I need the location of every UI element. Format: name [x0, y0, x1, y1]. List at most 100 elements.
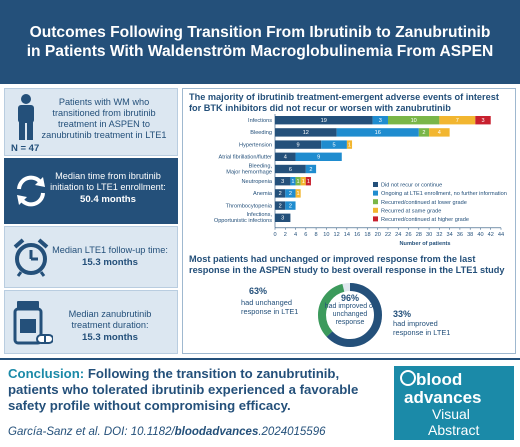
followup-value: 15.3 months: [82, 257, 138, 268]
bar-segment: [275, 189, 286, 198]
unchanged-text: had unchanged response in LTE1: [241, 298, 299, 316]
bar-data-label: 2: [309, 167, 312, 173]
logo-line4: Abstract: [428, 422, 480, 438]
bar-data-label: 4: [438, 130, 441, 136]
x-tick-label: 0: [273, 232, 276, 238]
bar-data-label: 9: [317, 155, 320, 161]
bar-segment: [290, 177, 296, 186]
category-label: Opportunistic infections: [214, 218, 272, 224]
x-tick-label: 6: [304, 232, 307, 238]
unchanged-callout: 63% had unchanged response in LTE1: [241, 286, 381, 336]
bar-segment: [275, 128, 337, 137]
bar-segment: [275, 140, 322, 149]
ae-section-title: The majority of ibrutinib treatment-emer…: [189, 92, 499, 113]
bar-data-label: 19: [321, 118, 327, 124]
followup-label: Median LTE1 follow-up time:: [52, 245, 168, 255]
bar-segment: [372, 116, 388, 125]
bar-data-label: 1: [291, 179, 294, 185]
unchanged-pct: 63%: [249, 286, 268, 296]
improved-pct: 33%: [393, 309, 412, 319]
bar-segment: [336, 128, 419, 137]
blood-advances-logo: blood advances Visual Abstract: [394, 366, 514, 440]
bar-segment: [275, 177, 291, 186]
legend-swatch: [373, 182, 378, 187]
x-tick-label: 24: [395, 232, 401, 238]
median-time-label: Median time from ibrutinib initiation to…: [50, 171, 166, 192]
bar-segment: [275, 213, 291, 222]
bar-data-label: 10: [411, 118, 417, 124]
right-panel: The majority of ibrutinib treatment-emer…: [182, 88, 516, 354]
bar-segment: [275, 152, 296, 161]
bar-data-label: 12: [303, 130, 309, 136]
bar-data-label: 3: [481, 118, 484, 124]
followup-card: Median LTE1 follow-up time: 15.3 months: [4, 226, 178, 288]
bar-segment: [275, 164, 306, 174]
bar-segment: [321, 140, 347, 149]
x-tick-label: 16: [354, 232, 360, 238]
bar-segment: [275, 201, 286, 210]
category-label: Major hemorrhage: [226, 169, 272, 175]
x-tick-label: 32: [436, 232, 442, 238]
bar-segment: [429, 128, 450, 137]
duration-text: Median zanubrutinib treatment duration: …: [49, 309, 171, 343]
citation: García-Sanz et al. DOI: 10.1182/bloodadv…: [8, 426, 326, 438]
legend-swatch: [373, 190, 378, 196]
bar-data-label: 1: [297, 179, 300, 185]
alarm-clock-icon: [13, 238, 49, 277]
center-pct: 96%: [340, 293, 359, 303]
x-tick-label: 40: [477, 232, 483, 238]
x-tick-label: 36: [457, 232, 463, 238]
x-tick-label: 28: [416, 232, 422, 238]
x-tick-label: 18: [364, 232, 370, 238]
category-label: Neutropenia: [242, 179, 273, 185]
x-tick-label: 26: [405, 232, 411, 238]
logo-line1: blood: [416, 370, 463, 389]
category-label: Infections: [248, 118, 272, 124]
citation-bold: bloodadvances: [174, 426, 259, 438]
citation-prefix: García-Sanz et al. DOI: 10.1182/: [8, 426, 175, 438]
n-label: N = 47: [11, 143, 40, 154]
legend-swatch: [373, 199, 378, 205]
x-tick-label: 38: [467, 232, 473, 238]
bar-segment: [418, 128, 430, 137]
bar-segment: [305, 164, 317, 174]
bar-segment: [285, 201, 296, 210]
bar-data-label: 6: [289, 167, 292, 173]
logo-line2: advances: [404, 388, 482, 407]
bar-data-label: 1: [348, 142, 351, 148]
person-icon: [18, 94, 34, 140]
logo-ring-icon: [400, 370, 416, 386]
legend-label: Recurred at same grade: [381, 208, 441, 214]
donut-arc-improved: [318, 283, 382, 347]
improved-callout: 33% had improved response in LTE1: [393, 309, 473, 337]
logo-line3: Visual: [432, 406, 470, 422]
bar-data-label: 9: [297, 142, 300, 148]
x-axis-label: Number of patients: [400, 241, 451, 247]
x-tick-label: 2: [284, 232, 287, 238]
legend-label: Recurred/continued at higher grade: [381, 217, 469, 223]
followup-text: Median LTE1 follow-up time: 15.3 months: [49, 245, 171, 268]
bar-data-label: 4: [284, 155, 287, 161]
category-label: Anemia: [253, 191, 273, 197]
duration-label: Median zanubrutinib treatment duration:: [68, 309, 152, 330]
conclusion-body: Following the transition to zanubrutinib…: [8, 366, 359, 413]
category-label: Infections,: [247, 212, 273, 218]
category-label: Hypertension: [239, 142, 272, 148]
left-panel: N = 47 Patients with WM who transitioned…: [4, 88, 178, 354]
x-tick-label: 4: [294, 232, 297, 238]
center-text: had improved or unchanged response: [324, 303, 376, 326]
bar-data-label: 1: [297, 191, 300, 197]
pill-bottle-icon: [13, 301, 53, 345]
bar-segment: [275, 116, 373, 125]
duration-card: Median zanubrutinib treatment duration: …: [4, 290, 178, 354]
x-tick-label: 8: [315, 232, 318, 238]
conclusion-panel: Conclusion: Following the transition to …: [0, 358, 520, 447]
x-tick-label: 12: [334, 232, 340, 238]
bar-segment: [295, 177, 301, 186]
x-tick-label: 44: [498, 232, 504, 238]
page-title: Outcomes Following Transition From Ibrut…: [26, 24, 494, 60]
bar-data-label: 3: [281, 216, 284, 222]
legend-label: Did not recur or continue: [381, 183, 442, 189]
median-time-text: Median time from ibrutinib initiation to…: [45, 171, 171, 205]
